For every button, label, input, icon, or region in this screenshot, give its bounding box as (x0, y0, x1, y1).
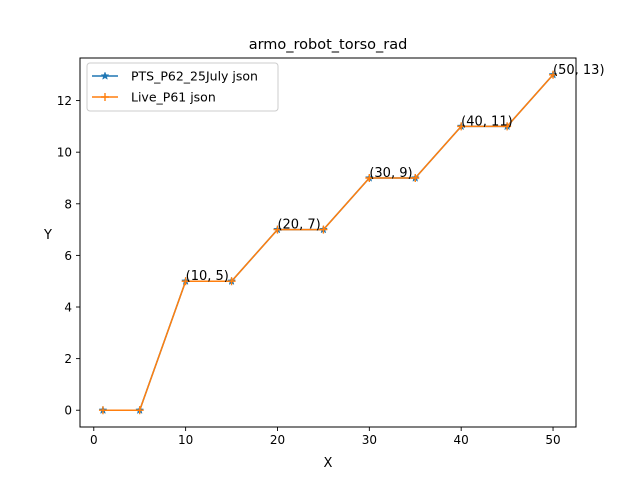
x-tick-label: 10 (178, 433, 193, 447)
legend-marker (101, 93, 109, 101)
legend-entries: PTS_P62_25July json Live_P61 json (92, 69, 258, 105)
data-point (319, 225, 328, 234)
plot-background (80, 58, 576, 427)
x-tick-label: 20 (270, 433, 285, 447)
annotation-layer: (10, 5) (20, 7) (30, 9) (40, 11) (50, 13) (186, 63, 605, 284)
y-tick-label: 4 (64, 301, 72, 315)
data-point (181, 277, 190, 286)
x-axis-label: X (324, 456, 333, 471)
x-axis: 0 10 20 30 40 50 (90, 427, 561, 447)
plot-area: (10, 5) (20, 7) (30, 9) (40, 11) (50, 13) (79, 57, 605, 428)
plot-frame (79, 57, 577, 428)
point-annotation: (30, 9) (369, 166, 412, 181)
x-tick-label: 0 (90, 433, 98, 447)
data-point (365, 173, 374, 182)
legend-item: PTS_P62_25July json (92, 69, 258, 84)
x-tick-label: 30 (362, 433, 377, 447)
x-tick-label: 50 (545, 433, 560, 447)
data-point (273, 225, 282, 234)
data-point (227, 277, 236, 286)
point-annotation: (20, 7) (277, 218, 320, 233)
y-tick-label: 8 (64, 197, 72, 211)
chart-title: armo_robot_torso_rad (249, 37, 408, 53)
data-point (411, 173, 420, 182)
legend-box (86, 62, 279, 112)
y-tick-label: 2 (64, 352, 72, 366)
y-tick-label: 10 (57, 146, 72, 160)
legend-item: Live_P61 json (92, 90, 216, 105)
point-annotation: (50, 13) (553, 63, 605, 78)
data-point (457, 122, 466, 131)
legend: PTS_P62_25July json Live_P61 json (86, 62, 279, 112)
legend-marker (100, 71, 110, 80)
y-tick-label: 0 (64, 404, 72, 418)
data-point (98, 406, 107, 415)
point-annotation: (40, 11) (461, 114, 513, 129)
y-tick-label: 6 (64, 249, 72, 263)
point-annotation: (10, 5) (186, 269, 229, 284)
y-tick-label: 12 (57, 94, 72, 108)
x-tick-label: 40 (454, 433, 469, 447)
legend-label: PTS_P62_25July json (131, 69, 258, 84)
legend-label: Live_P61 json (131, 90, 216, 105)
data-point (549, 70, 558, 79)
data-point (135, 406, 144, 415)
y-axis-label: Y (43, 228, 52, 243)
series-1 (98, 70, 558, 415)
y-axis: 0 2 4 6 8 10 12 (57, 94, 80, 418)
data-point (503, 122, 512, 131)
series-layer (98, 70, 558, 415)
